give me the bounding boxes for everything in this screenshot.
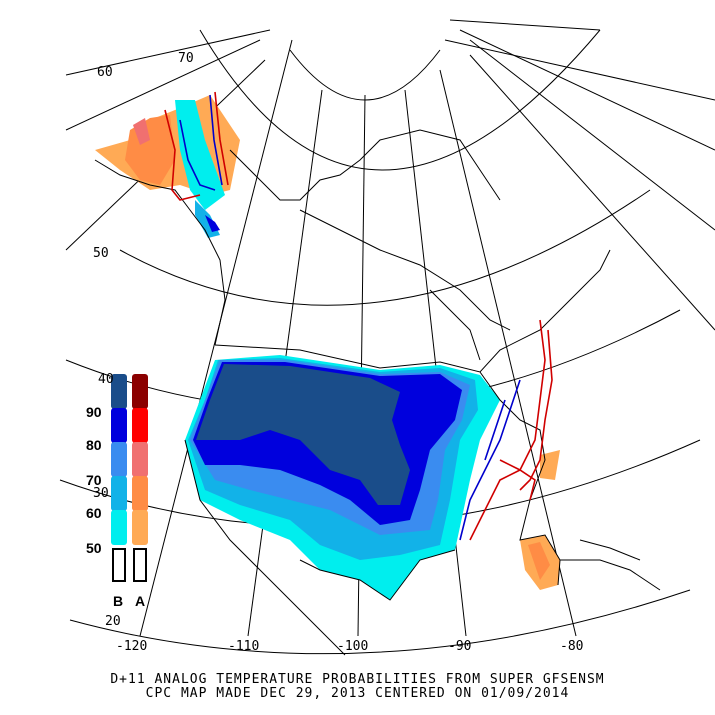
legend-swatch-below-90: [111, 374, 127, 409]
map-title: D+11 ANALOG TEMPERATURE PROBABILITIES FR…: [110, 672, 605, 687]
legend-swatch-above-70: [132, 442, 148, 477]
legend-level-70: 70: [86, 472, 102, 488]
lat-label-20: 20: [105, 614, 121, 629]
legend-swatch-below-50: [111, 510, 127, 545]
legend-box-below: [112, 548, 126, 582]
legend-level-60: 60: [86, 505, 102, 521]
legend-swatch-below-60: [111, 476, 127, 511]
legend-box-above: [133, 548, 147, 582]
lat-label-30: 30: [93, 486, 109, 501]
legend-swatch-above-60: [132, 476, 148, 511]
lon-label-110: -110: [228, 639, 259, 654]
legend-below-label: B: [113, 593, 123, 609]
alaska-shading: [95, 95, 240, 238]
lon-label-100: -100: [337, 639, 368, 654]
east-shading: [520, 450, 560, 590]
legend-swatch-below-80: [111, 408, 127, 443]
lat-label-40: 40: [98, 372, 114, 387]
legend-above-label: A: [135, 593, 145, 609]
analysis-lines: [164, 91, 553, 541]
lat-label-60: 60: [97, 65, 113, 80]
legend-level-80: 80: [86, 437, 102, 453]
legend-level-90: 90: [86, 404, 102, 420]
legend-swatch-above-90: [132, 374, 148, 409]
lon-label-90: -90: [448, 639, 471, 654]
map-subtitle: CPC MAP MADE DEC 29, 2013 CENTERED ON 01…: [145, 686, 570, 701]
legend: 90 80 70 60 50 B A: [86, 374, 148, 609]
legend-swatch-above-80: [132, 408, 148, 443]
lat-label-50: 50: [93, 246, 109, 261]
lon-label-120: -120: [116, 639, 147, 654]
legend-swatch-above-50: [132, 510, 148, 545]
below-normal-shading: [185, 355, 500, 600]
legend-level-50: 50: [86, 540, 102, 556]
lon-label-80: -80: [560, 639, 583, 654]
lat-label-70: 70: [178, 51, 194, 66]
legend-swatch-below-70: [111, 442, 127, 477]
